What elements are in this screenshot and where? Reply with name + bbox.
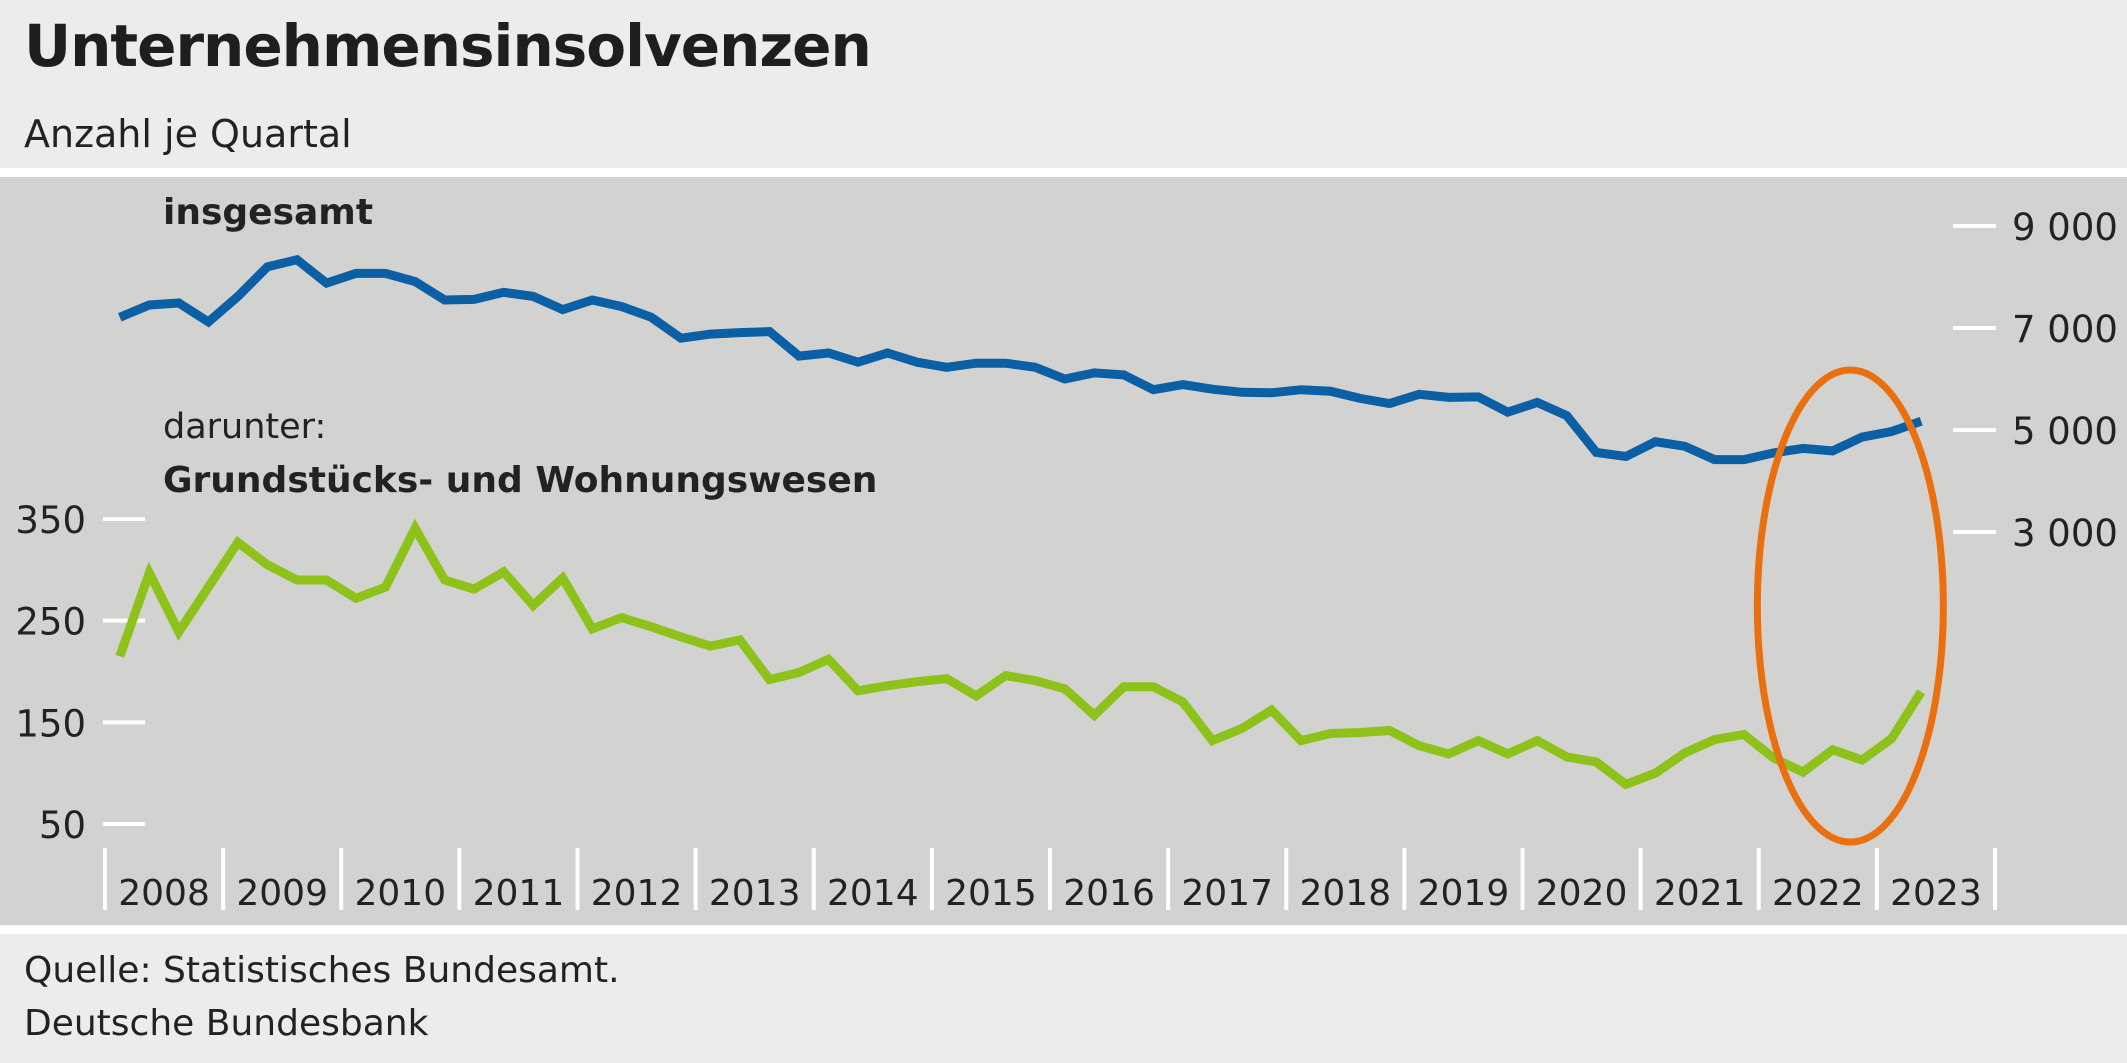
plot-panel: [0, 177, 2127, 925]
total-series-label: insgesamt: [163, 192, 373, 233]
series-layer: [115, 254, 1926, 790]
x-axis-tick-label: 2019: [1418, 873, 1510, 914]
divider-top: [0, 168, 2127, 177]
chart-subtitle: Anzahl je Quartal: [24, 112, 352, 156]
right-axis-tick-label: 7 000: [2012, 308, 2118, 351]
x-axis-tick-label: 2009: [236, 873, 328, 914]
right-axis-tick-label: 3 000: [2012, 512, 2118, 555]
publisher-note: Deutsche Bundesbank: [24, 1003, 429, 1044]
source-note: Quelle: Statistisches Bundesamt.: [24, 950, 620, 991]
right-axis-tick-label: 9 000: [2012, 206, 2118, 249]
annotation-layer: insgesamt darunter: Grundstücks- und Woh…: [163, 192, 877, 501]
x-axis-tick-label: 2008: [118, 873, 210, 914]
sub-series-intro: darunter:: [163, 407, 326, 447]
divider-bottom: [0, 925, 2127, 934]
x-axis-tick-label: 2022: [1772, 873, 1864, 914]
x-axis-tick-label: 2014: [827, 873, 919, 914]
series-line-insgesamt: [118, 254, 1923, 465]
x-axis-tick-label: 2010: [355, 873, 447, 914]
x-axis-tick-label: 2012: [591, 873, 683, 914]
highlight-ellipse: [1753, 366, 1947, 846]
axis-layer: 3 000 5 000 7 000 9 000 50 150 250 350 2008 2009 2…: [15, 206, 2118, 914]
x-axis-tick-label: 2011: [473, 873, 565, 914]
x-axis-tick-label: 2020: [1536, 873, 1628, 914]
x-axis-tick-label: 2023: [1890, 873, 1982, 914]
sub-series-label: Grundstücks- und Wohnungswesen: [163, 460, 877, 501]
x-axis-tick-label: 2017: [1181, 873, 1273, 914]
left-axis-tick-label: 50: [39, 804, 86, 847]
x-axis-tick-label: 2015: [945, 873, 1037, 914]
x-axis-tick-label: 2021: [1654, 873, 1746, 914]
x-axis-tick-label: 2013: [709, 873, 801, 914]
x-axis-tick-label: 2018: [1300, 873, 1392, 914]
chart-title: Unternehmensinsolvenzen: [24, 12, 872, 80]
right-axis-tick-label: 5 000: [2012, 410, 2118, 453]
left-axis-tick-label: 150: [15, 702, 86, 745]
left-axis-tick-label: 350: [15, 499, 86, 542]
x-axis-tick-label: 2016: [1063, 873, 1155, 914]
series-line-grundstuecks-wohnungswesen: [115, 518, 1926, 790]
left-axis-tick-label: 250: [15, 601, 86, 644]
highlight-layer: [1753, 366, 1947, 846]
